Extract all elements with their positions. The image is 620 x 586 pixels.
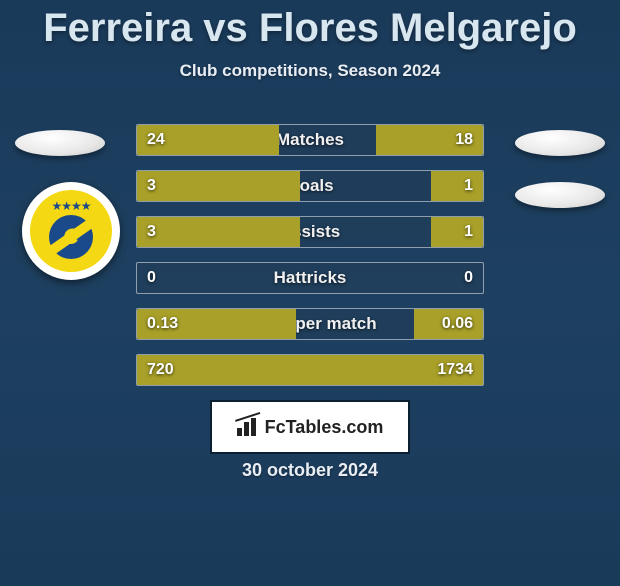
player-left-badge-placeholder <box>15 130 105 156</box>
stat-value-left: 3 <box>147 177 156 195</box>
stats-container: 2418Matches31Goals31Assists00Hattricks0.… <box>136 124 484 400</box>
stat-row: 7201734Min per goal <box>136 354 484 386</box>
stat-value-left: 720 <box>147 361 174 379</box>
chart-icon <box>237 418 259 436</box>
subtitle: Club competitions, Season 2024 <box>0 61 620 81</box>
page-title: Ferreira vs Flores Melgarejo <box>0 6 620 51</box>
stat-row: 31Goals <box>136 170 484 202</box>
player-right-badge-placeholder-2 <box>515 182 605 208</box>
stat-row: 2418Matches <box>136 124 484 156</box>
stat-value-right: 18 <box>455 131 473 149</box>
stat-bar-right <box>137 355 483 385</box>
stat-bar-right <box>431 217 483 247</box>
date-text: 30 october 2024 <box>0 460 620 481</box>
club-stars-icon: ★★★★ <box>51 199 90 213</box>
stat-row: 0.130.06Goals per match <box>136 308 484 340</box>
stat-value-right: 1 <box>464 177 473 195</box>
stat-row: 31Assists <box>136 216 484 248</box>
brand-box[interactable]: FcTables.com <box>210 400 410 454</box>
stat-value-left: 24 <box>147 131 165 149</box>
club-badge-inner: ★★★★ C <box>30 190 112 272</box>
stat-value-right: 0 <box>464 269 473 287</box>
stat-value-left: 3 <box>147 223 156 241</box>
stat-bar-left <box>137 171 300 201</box>
stat-value-left: 0 <box>147 269 156 287</box>
stat-value-right: 1734 <box>437 361 473 379</box>
club-ball-icon: C <box>49 215 93 259</box>
stat-bar-right <box>431 171 483 201</box>
stat-value-left: 0.13 <box>147 315 178 333</box>
stat-value-right: 1 <box>464 223 473 241</box>
player-right-badge-placeholder-1 <box>515 130 605 156</box>
club-badge: ★★★★ C <box>22 182 120 280</box>
stat-bar-left <box>137 217 300 247</box>
stat-label: Hattricks <box>137 268 483 288</box>
brand-text: FcTables.com <box>265 417 384 438</box>
stat-row: 0 0Hattricks <box>136 262 484 294</box>
stat-value-right: 0.06 <box>442 315 473 333</box>
